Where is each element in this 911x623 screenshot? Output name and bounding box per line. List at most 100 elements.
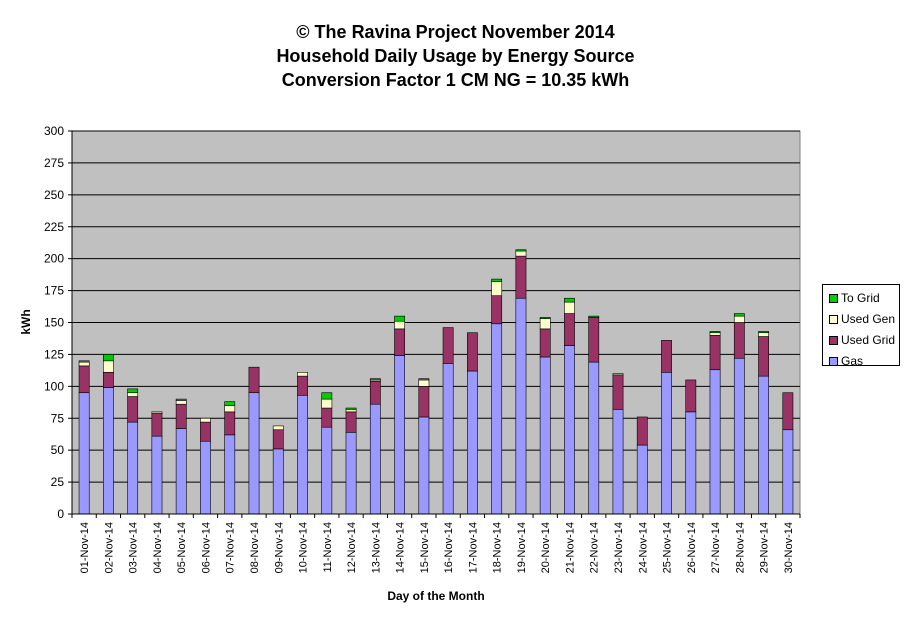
- bar-segment-used-grid: [418, 386, 430, 418]
- bar-segment-used-gen: [709, 332, 721, 336]
- y-tick-label: 150: [44, 316, 64, 330]
- bar-segment-gas: [272, 448, 284, 515]
- x-tick-label: 06-Nov-14: [200, 522, 212, 573]
- bar-segment-gas: [467, 370, 478, 515]
- bar-segment-gas: [175, 428, 187, 515]
- bar-segment-to-grid: [224, 401, 236, 406]
- bar-segment-used-gen: [200, 417, 211, 423]
- x-tick-label: 03-Nov-14: [128, 522, 140, 573]
- bar-segment-gas: [564, 345, 575, 515]
- bar-segment-used-gen: [127, 392, 139, 397]
- bar-segment-used-grid: [782, 392, 794, 431]
- legend-label: Gas: [841, 354, 864, 368]
- bar-segment-used-grid: [200, 421, 211, 442]
- bar-segment-gas: [515, 297, 527, 515]
- bar-segment-to-grid: [78, 360, 90, 363]
- y-tick-label: 75: [51, 411, 65, 425]
- bar-segment-used-grid: [151, 412, 163, 437]
- x-tick-label: 11-Nov-14: [322, 522, 334, 573]
- bar-segment-used-grid: [733, 322, 745, 359]
- bar-segment-used-gen: [224, 405, 236, 413]
- bar-segment-used-gen: [103, 360, 114, 373]
- chart-title-line-1: © The Ravina Project November 2014: [296, 22, 615, 42]
- bar-segment-used-gen: [151, 411, 163, 414]
- bar-segment-gas: [103, 387, 114, 515]
- legend-swatch: [829, 357, 838, 366]
- bar-segment-used-grid: [588, 317, 600, 363]
- y-tick-label: 225: [44, 220, 64, 234]
- bar-segment-used-gen: [78, 361, 90, 367]
- bar-segment-to-grid: [758, 331, 769, 334]
- x-tick-label: 30-Nov-14: [783, 522, 795, 573]
- x-tick-label: 05-Nov-14: [176, 522, 188, 573]
- bar-segment-gas: [127, 421, 139, 515]
- x-tick-label: 17-Nov-14: [467, 522, 479, 573]
- x-tick-label: 22-Nov-14: [589, 522, 601, 573]
- bar-segment-gas: [345, 431, 357, 515]
- bar-segment-gas: [782, 429, 794, 515]
- bar-segment-used-gen: [321, 398, 333, 409]
- y-axis: 0 25 50 75 100 125 150 175 200 225 250 275 300: [44, 124, 73, 521]
- bar-segment-used-gen: [564, 301, 575, 314]
- legend-label: Used Grid: [841, 333, 896, 347]
- x-tick-label: 21-Nov-14: [564, 522, 576, 573]
- y-tick-label: 50: [51, 443, 65, 457]
- bar-segment-gas: [418, 416, 430, 515]
- chart-title-line-3: Conversion Factor 1 CM NG = 10.35 kWh: [281, 70, 630, 90]
- x-tick-label: 23-Nov-14: [613, 522, 625, 573]
- bar-segment-to-grid: [733, 313, 745, 317]
- bar-segment-used-grid: [272, 429, 284, 450]
- x-tick-label: 29-Nov-14: [759, 522, 771, 573]
- x-tick-label: 18-Nov-14: [492, 522, 504, 573]
- bar-segment-gas: [758, 375, 769, 515]
- bar-segment-used-grid: [661, 340, 672, 373]
- legend-swatch: [829, 294, 838, 303]
- bar-segment-used-grid: [515, 255, 527, 299]
- bar-segment-to-grid: [369, 378, 381, 381]
- bar-segment-gas: [661, 371, 672, 515]
- bar-segment-used-gen: [418, 379, 430, 387]
- bar-segment-used-gen: [733, 315, 745, 323]
- bar-segment-gas: [612, 409, 624, 515]
- bar-segment-gas: [539, 356, 551, 515]
- bar-segment-used-grid: [636, 416, 648, 446]
- bar-segment-used-grid: [539, 328, 551, 358]
- bar-segment-used-grid: [758, 336, 769, 377]
- bar-segment-to-grid: [103, 354, 114, 362]
- x-tick-label: 16-Nov-14: [443, 522, 455, 573]
- bar-segment-used-gen: [612, 373, 624, 376]
- bar-segment-used-grid: [321, 407, 333, 428]
- y-tick-label: 250: [44, 188, 64, 202]
- x-tick-label: 12-Nov-14: [346, 522, 358, 573]
- y-tick-label: 100: [44, 379, 64, 393]
- x-tick-label: 27-Nov-14: [710, 522, 722, 573]
- x-tick-label: 13-Nov-14: [370, 522, 382, 573]
- bar-segment-to-grid: [175, 398, 187, 401]
- bar-segment-used-grid: [248, 366, 260, 394]
- x-axis: 01-Nov-14 02-Nov-14 03-Nov-14 04-Nov-14 05-N…: [71, 513, 801, 573]
- bar-segment-to-grid: [588, 315, 600, 318]
- bar-segment-used-grid: [369, 380, 381, 405]
- bar-segment-used-gen: [272, 425, 284, 431]
- bar-segment-gas: [491, 323, 503, 515]
- bar-segment-used-grid: [442, 327, 454, 364]
- bar-segment-gas: [709, 369, 721, 515]
- x-tick-label: 01-Nov-14: [79, 522, 91, 573]
- bar-segment-used-grid: [564, 313, 575, 346]
- x-tick-label: 10-Nov-14: [298, 522, 310, 573]
- bar-segment-used-grid: [467, 332, 478, 372]
- x-tick-label: 24-Nov-14: [637, 522, 649, 573]
- y-tick-label: 0: [57, 507, 64, 521]
- bar-segment-used-gen: [394, 320, 405, 330]
- bar-segment-gas: [200, 440, 211, 515]
- legend-swatch: [829, 315, 838, 324]
- y-axis-label: kWh: [19, 309, 33, 334]
- x-tick-label: 15-Nov-14: [419, 522, 431, 573]
- bar-segment-gas: [636, 444, 648, 515]
- bar-segment-gas: [685, 411, 697, 515]
- bar-segment-gas: [248, 392, 260, 515]
- x-tick-label: 26-Nov-14: [686, 522, 698, 573]
- bar-segment-used-gen: [297, 371, 308, 377]
